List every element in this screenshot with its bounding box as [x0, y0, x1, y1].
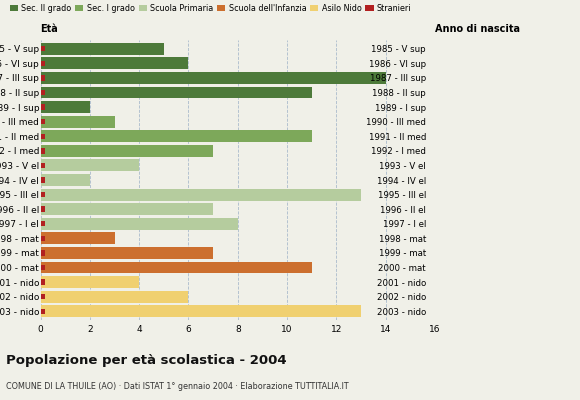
Bar: [41, 160, 139, 171]
Bar: [41, 104, 45, 110]
Text: Età: Età: [41, 24, 59, 34]
Bar: [41, 46, 45, 52]
Bar: [41, 163, 45, 168]
Bar: [41, 250, 45, 256]
Bar: [41, 221, 45, 226]
Bar: [41, 90, 45, 95]
Bar: [41, 203, 213, 215]
Bar: [41, 86, 312, 98]
Bar: [41, 174, 90, 186]
Bar: [41, 189, 361, 200]
Bar: [41, 291, 188, 303]
Bar: [41, 247, 213, 259]
Bar: [41, 192, 45, 197]
Text: Popolazione per età scolastica - 2004: Popolazione per età scolastica - 2004: [6, 354, 287, 367]
Bar: [41, 116, 114, 128]
Bar: [41, 145, 213, 157]
Legend: Sec. II grado, Sec. I grado, Scuola Primaria, Scuola dell'Infanzia, Asilo Nido, : Sec. II grado, Sec. I grado, Scuola Prim…: [10, 4, 411, 13]
Bar: [41, 57, 188, 69]
Bar: [41, 294, 45, 299]
Bar: [41, 279, 45, 285]
Bar: [41, 236, 45, 241]
Bar: [41, 72, 386, 84]
Bar: [41, 61, 45, 66]
Bar: [41, 134, 45, 139]
Bar: [41, 177, 45, 183]
Bar: [41, 262, 312, 274]
Bar: [41, 130, 312, 142]
Text: Anno di nascita: Anno di nascita: [435, 24, 520, 34]
Bar: [41, 206, 45, 212]
Bar: [41, 308, 45, 314]
Bar: [41, 276, 139, 288]
Bar: [41, 218, 238, 230]
Text: COMUNE DI LA THUILE (AO) · Dati ISTAT 1° gennaio 2004 · Elaborazione TUTTITALIA.: COMUNE DI LA THUILE (AO) · Dati ISTAT 1°…: [6, 382, 349, 391]
Bar: [41, 305, 361, 317]
Bar: [41, 101, 90, 113]
Bar: [41, 43, 164, 55]
Bar: [41, 232, 114, 244]
Bar: [41, 119, 45, 124]
Bar: [41, 75, 45, 81]
Bar: [41, 148, 45, 154]
Bar: [41, 265, 45, 270]
